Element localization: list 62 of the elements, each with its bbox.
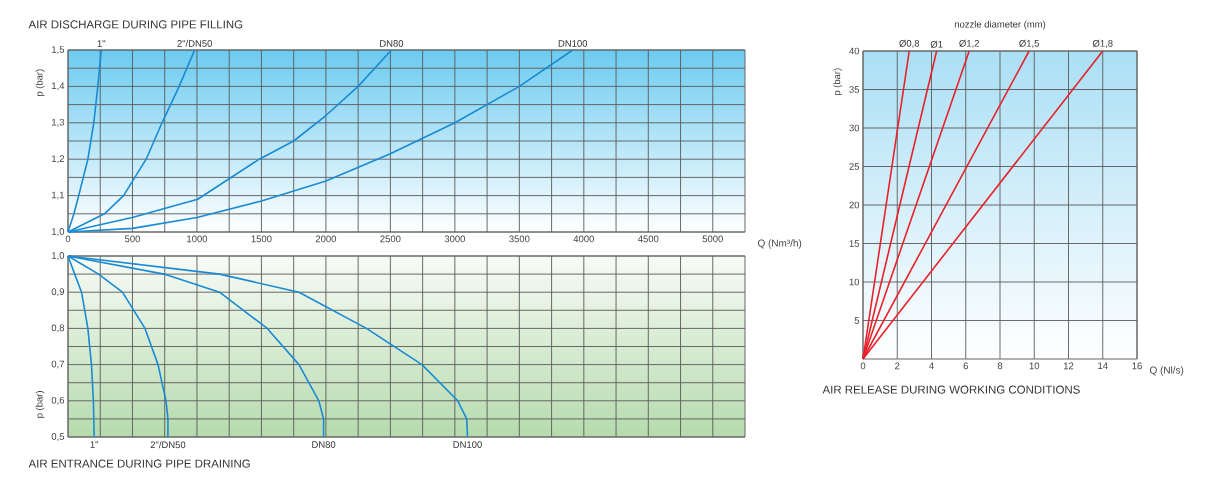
y-axis-title: p (bar): [35, 391, 45, 418]
x-tick-label: 2: [895, 362, 900, 370]
x-tick-label: 4500: [637, 235, 659, 243]
x-tick-label: 3500: [509, 235, 530, 243]
series-label: DN100: [453, 441, 482, 448]
series-label: Ø1,5: [1019, 39, 1039, 48]
y-tick-label: 40: [849, 47, 860, 55]
chart-title: AIR DISCHARGE DURING PIPE FILLING: [28, 20, 243, 29]
x-tick-label: 500: [124, 235, 140, 243]
text: nozzle diameter (mm): [954, 20, 1046, 30]
x-tick-label: 10: [1029, 362, 1040, 370]
y-tick-label: 5: [854, 317, 860, 324]
y-tick-label: 10: [849, 278, 860, 286]
y-tick-label: 1,1: [52, 191, 65, 200]
x-tick-label: 1500: [251, 235, 272, 243]
x-tick-label: 12: [1063, 362, 1074, 370]
x-tick-label: 2500: [380, 235, 401, 243]
series-label: DN80: [312, 441, 336, 448]
x-tick-label: 16: [1132, 362, 1142, 370]
y-tick-label: 0,5: [51, 433, 65, 441]
y-tick-label: 1,2: [52, 155, 65, 164]
series-label: 2"/DN50: [150, 441, 186, 449]
series-label: Ø1: [930, 40, 943, 48]
y-tick-label: 15: [849, 240, 860, 247]
y-tick-label: 20: [849, 201, 860, 209]
series-label: Ø0,8: [899, 39, 920, 48]
series-label: DN100: [558, 40, 588, 47]
x-tick-label: 5000: [702, 235, 723, 243]
text: AIR RELEASE DURING WORKING CONDITIONS: [822, 385, 1080, 394]
x-tick-label: 0: [860, 362, 866, 370]
series-label: 1": [90, 441, 99, 448]
x-tick-label: 8: [997, 362, 1003, 370]
series-label: 2"/DN50: [177, 39, 212, 47]
x-tick-label: 4: [929, 362, 934, 370]
text: AIR ENTRANCE DURING PIPE DRAINING: [28, 459, 250, 468]
series-label: DN80: [380, 40, 404, 47]
x-tick-label: 14: [1098, 362, 1108, 370]
y-tick-label: 1,4: [52, 82, 65, 91]
y-tick-label: 35: [849, 86, 860, 93]
series-label: Ø1,2: [959, 39, 979, 48]
x-tick-label: 0: [65, 235, 71, 243]
series-label: 1": [97, 40, 106, 47]
x-axis-title: Q (Nl/s): [1150, 366, 1184, 376]
x-tick-label: 1000: [187, 235, 208, 243]
y-axis-title: p (bar): [833, 68, 843, 96]
y-tick-label: 1,0: [52, 228, 65, 236]
y-tick-label: 25: [849, 163, 860, 170]
x-tick-label: 3000: [444, 235, 466, 243]
x-tick-label: 2000: [315, 235, 337, 243]
y-tick-label: 0,7: [51, 360, 65, 369]
x-tick-label: 4000: [573, 235, 594, 243]
y-tick-label: 1,3: [52, 118, 65, 127]
x-tick-label: 6: [963, 362, 968, 370]
series-label: Ø1,8: [1092, 39, 1113, 48]
y-tick-label: 0,9: [51, 288, 65, 297]
y-tick-label: 1,0: [52, 252, 65, 260]
y-axis-title: p (bar): [35, 69, 45, 97]
y-tick-label: 30: [849, 124, 860, 132]
y-tick-label: 0,8: [51, 324, 65, 333]
y-tick-label: 1,5: [52, 46, 65, 54]
y-tick-label: 0,6: [51, 396, 65, 405]
x-axis-title: Q (Nm³/h): [758, 239, 802, 249]
